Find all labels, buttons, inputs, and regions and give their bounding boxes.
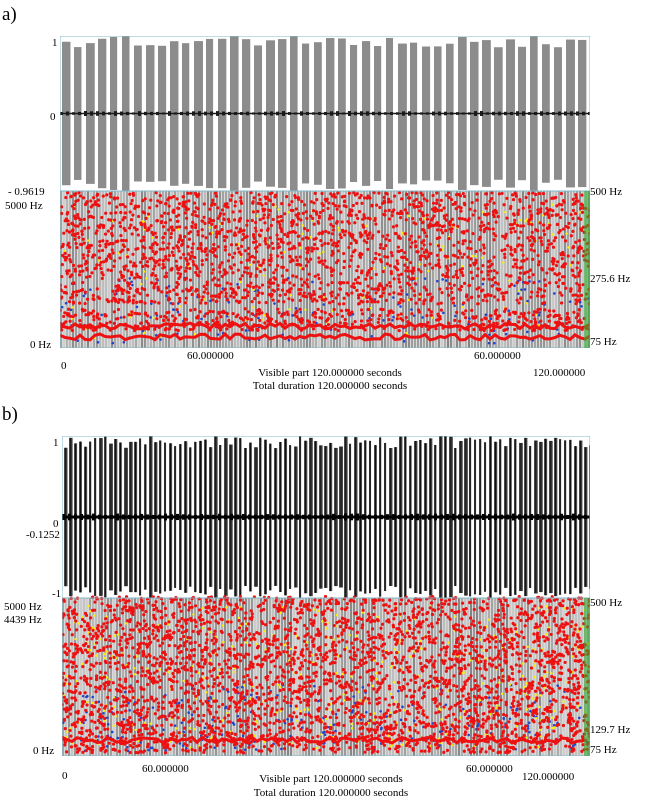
panel-a-time-mark-left-label: 60.000000 [187, 350, 234, 362]
waveform-area[interactable] [62, 436, 590, 599]
panel-b-visible-part-button[interactable]: Visible part 120.000000 seconds [259, 773, 403, 785]
spectrogram-area[interactable] [60, 190, 590, 348]
panel-b-total-duration-button[interactable]: Total duration 120.000000 seconds [253, 787, 409, 799]
panel-a-visible-part-button[interactable]: Visible part 120.000000 seconds [258, 367, 402, 379]
panel-a-label: a) [2, 4, 17, 25]
panel-a-pitch-mid-label: 275.6 Hz [590, 273, 631, 285]
panel-a-time-mark-right-label: 60.000000 [474, 350, 521, 362]
panel-b-time-mark-left-label: 60.000000 [142, 763, 189, 775]
panel-a-total-duration-button[interactable]: Total duration 120.000000 seconds [252, 380, 408, 392]
panel-b-time-end-label: 120.000000 [522, 771, 575, 783]
panel-b-label: b) [2, 404, 18, 425]
panel-b-spec-top-freq-label: 5000 Hz [4, 601, 42, 613]
panel-a-wave-min-label: - 0.9619 [8, 186, 45, 198]
panel-a-time-start-label: 0 [61, 360, 67, 372]
waveform-area[interactable] [60, 36, 590, 192]
spectrogram-area[interactable] [62, 594, 590, 756]
panel-b-wave-cursor-label: -0.1252 [26, 529, 60, 541]
panel-b-pitch-top-label: 500 Hz [590, 597, 623, 609]
panel-a-spec-top-freq-label: 5000 Hz [5, 200, 43, 212]
panel-b-pitch-bottom-label: 75 Hz [590, 744, 617, 756]
panel-b-time-mark-right-label: 60.000000 [466, 763, 513, 775]
panel-a-sound-editor-view[interactable] [60, 36, 590, 348]
panel-b-spec-cursor-freq-label: 4439 Hz [4, 614, 42, 626]
panel-a-time-end-label: 120.000000 [533, 367, 586, 379]
panel-b-pitch-mid-label: 129.7 Hz [590, 724, 631, 736]
panel-b-wave-zero-label: 0 [53, 518, 59, 530]
panel-b-time-start-label: 0 [62, 770, 68, 782]
panel-a-wave-zero-label: 0 [50, 111, 56, 123]
panel-a-pitch-top-label: 500 Hz [590, 186, 623, 198]
panel-b-spec-bottom-freq-label: 0 Hz [33, 745, 55, 757]
panel-a-pitch-bottom-label: 75 Hz [590, 336, 617, 348]
panel-b-wave-min-label: -1 [52, 588, 62, 600]
panel-a-spec-bottom-freq-label: 0 Hz [30, 339, 52, 351]
panel-b-sound-editor-view[interactable] [62, 436, 590, 756]
panel-b-wave-top-label: 1 [53, 437, 59, 449]
panel-a-wave-top-label: 1 [52, 37, 58, 49]
